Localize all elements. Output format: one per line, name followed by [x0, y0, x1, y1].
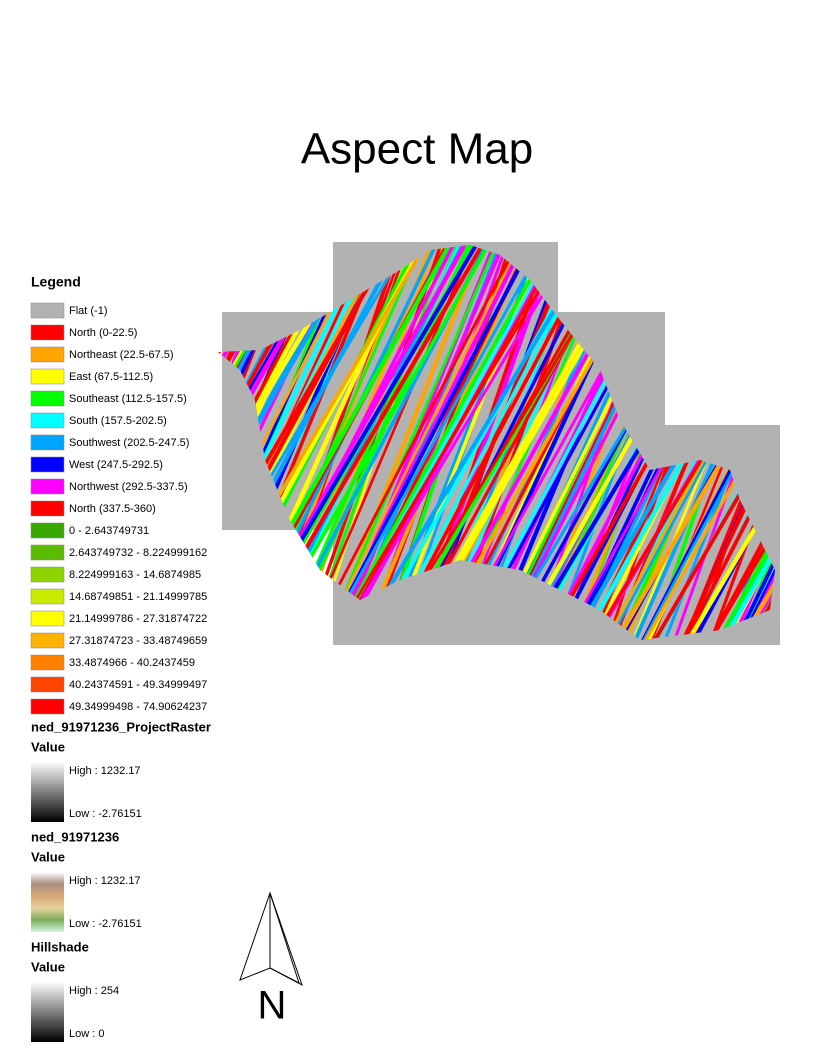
legend-label: 27.31874723 - 33.48749659: [69, 635, 207, 647]
aspect-stripe: [727, 245, 775, 640]
raster-name: ned_91971236_ProjectRaster: [31, 719, 211, 734]
legend-label: Northwest (292.5-337.5): [69, 481, 188, 493]
legend-swatch: [30, 346, 65, 363]
legend-swatch: [30, 412, 65, 429]
aspect-stripe: [320, 245, 559, 640]
legend-swatch: [30, 500, 65, 517]
legend-swatch: [30, 324, 65, 341]
aspect-stripe: [774, 245, 775, 640]
legend-swatch: [30, 478, 65, 495]
legend-label: 14.68749851 - 21.14999785: [69, 591, 207, 603]
legend-label: North (0-22.5): [69, 327, 137, 339]
color-ramp: [31, 872, 64, 932]
legend-label: Southeast (112.5-157.5): [69, 393, 187, 405]
legend-label: 0 - 2.643749731: [69, 525, 149, 537]
aspect-stripe: [312, 245, 553, 640]
aspect-stripe: [783, 230, 816, 660]
legend-label: Flat (-1): [69, 305, 108, 317]
legend-swatch: [30, 302, 65, 319]
legend-label: 33.4874966 - 40.2437459: [69, 657, 195, 669]
legend-label: 2.643749732 - 8.224999162: [69, 547, 207, 559]
north-label: N: [258, 984, 287, 1028]
aspect-stripe: [725, 245, 775, 640]
aspect-stripe: [673, 245, 775, 640]
aspect-stripe: [697, 245, 775, 640]
legend-swatch: [30, 456, 65, 473]
raster-field: Value: [31, 739, 65, 754]
color-ramp: [31, 762, 64, 822]
legend-swatch: [30, 566, 65, 583]
aspect-stripe: [682, 245, 775, 640]
aspect-stripe: [710, 245, 775, 640]
aspect-stripe: [808, 230, 816, 660]
legend-label: 49.34999498 - 74.90624237: [69, 701, 207, 713]
map-title: Aspect Map: [301, 125, 533, 174]
aspect-stripe: [790, 230, 816, 660]
legend-swatch: [30, 654, 65, 671]
ramp-low: Low : -2.76151: [69, 918, 142, 930]
legend-label: 8.224999163 - 14.6874985: [69, 569, 201, 581]
aspect-stripe: [698, 245, 775, 640]
legend-label: North (337.5-360): [69, 503, 156, 515]
north-arrow: N: [239, 891, 303, 1028]
raster-name: Hillshade: [31, 939, 89, 954]
aspect-stripe: [706, 245, 775, 640]
legend-label: 21.14999786 - 27.31874722: [69, 613, 207, 625]
legend-label: 40.24374591 - 49.34999497: [69, 679, 207, 691]
aspect-stripe: [218, 245, 409, 640]
legend-swatch: [30, 610, 65, 627]
legend: Legend Flat (-1) North (0-22.5) Northeast …: [30, 274, 211, 1042]
aspect-stripe: [729, 245, 775, 640]
legend-swatch: [30, 434, 65, 451]
legend-swatch: [30, 632, 65, 649]
ramp-low: Low : 0: [69, 1028, 104, 1040]
legend-swatch: [30, 522, 65, 539]
aspect-stripe: [674, 245, 775, 640]
aspect-stripe: [671, 245, 775, 640]
raster-name: ned_91971236: [31, 829, 119, 844]
ramp-low: Low : -2.76151: [69, 808, 142, 820]
aspect-stripe: [310, 245, 529, 640]
legend-label: Southwest (202.5-247.5): [69, 437, 189, 449]
aspect-stripe: [324, 245, 583, 640]
ramp-high: High : 1232.17: [69, 875, 141, 887]
legend-swatch: [30, 698, 65, 715]
aspect-stripe: [812, 230, 816, 660]
legend-swatch: [30, 676, 65, 693]
raster-field: Value: [31, 959, 65, 974]
legend-label: South (157.5-202.5): [69, 415, 167, 427]
aspect-stripe: [319, 245, 577, 640]
raster-field: Value: [31, 849, 65, 864]
legend-label: East (67.5-112.5): [69, 371, 153, 383]
color-ramp: [31, 982, 64, 1042]
legend-label: West (247.5-292.5): [69, 459, 163, 471]
ramp-high: High : 254: [69, 985, 119, 997]
aspect-stripe: [735, 245, 775, 640]
aspect-stripe: [218, 245, 403, 640]
legend-swatch: [30, 588, 65, 605]
legend-label: Northeast (22.5-67.5): [69, 349, 174, 361]
legend-swatch: [30, 390, 65, 407]
legend-swatch: [30, 368, 65, 385]
aspect-stripe: [702, 245, 775, 640]
aspect-stripe: [810, 230, 816, 660]
ramp-high: High : 1232.17: [69, 765, 141, 777]
legend-swatch: [30, 544, 65, 561]
aspect-stripe: [218, 245, 418, 640]
legend-title: Legend: [31, 274, 81, 290]
